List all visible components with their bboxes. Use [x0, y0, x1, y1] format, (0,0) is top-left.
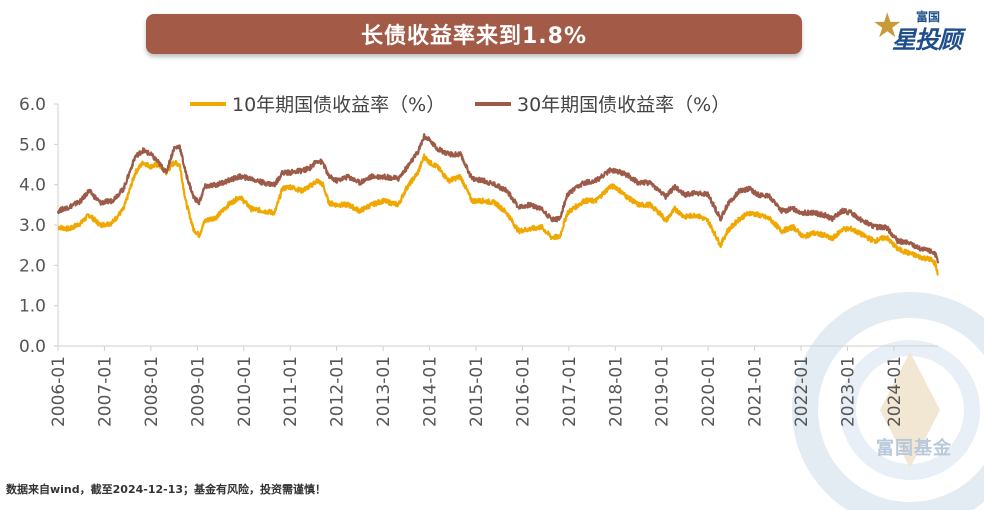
- source-footnote: 数据来自wind，截至2024-12-13；基金有风险，投资需谨慎！: [6, 483, 326, 496]
- x-axis: 2006-01 2007-01 2008-01 2009-01 2010-01 2011-…: [49, 345, 938, 427]
- legend-label: 10年期国债收益率（%）: [232, 94, 445, 116]
- x-tick-label: 2017-01: [560, 356, 580, 427]
- series-30y-line: [56, 133, 940, 264]
- x-tick-label: 2013-01: [374, 356, 394, 427]
- y-tick-label: 5.0: [19, 135, 46, 155]
- x-tick-label: 2023-01: [838, 356, 858, 427]
- x-tick-label: 2006-01: [49, 356, 69, 427]
- logo-small-text: 富国: [916, 10, 941, 24]
- star-icon: ★: [872, 6, 903, 46]
- chart-legend: 10年期国债收益率（%） 30年期国债收益率（%）: [190, 94, 730, 116]
- y-tick-label: 3.0: [19, 216, 46, 236]
- y-tick-label: 1.0: [19, 297, 46, 317]
- x-tick-label: 2010-01: [235, 356, 255, 427]
- x-tick-label: 2016-01: [513, 356, 533, 427]
- series-10y-line: [57, 153, 939, 276]
- page-title: 长债收益率来到1.8%: [360, 24, 588, 49]
- x-tick-label: 2018-01: [606, 356, 626, 427]
- title-banner: 长债收益率来到1.8%: [146, 14, 802, 54]
- x-tick-label: 2019-01: [653, 356, 673, 427]
- brand-logo: ★ 富国 星投顾: [872, 6, 978, 56]
- x-tick-label: 2015-01: [467, 356, 487, 427]
- x-tick-label: 2022-01: [792, 356, 812, 427]
- series-layer: [56, 133, 940, 276]
- x-tick-label: 2021-01: [746, 356, 766, 427]
- y-tick-label: 0.0: [19, 337, 46, 357]
- x-tick-label: 2012-01: [328, 356, 348, 427]
- x-tick-label: 2020-01: [699, 356, 719, 427]
- y-tick-label: 2.0: [19, 256, 46, 276]
- y-axis: 0.0 1.0 2.0 3.0 4.0 5.0 6.0: [19, 95, 59, 357]
- x-tick-label: 2007-01: [95, 356, 115, 427]
- y-tick-label: 6.0: [19, 95, 46, 115]
- watermark-text: 富国基金: [876, 438, 952, 459]
- x-tick-label: 2011-01: [281, 356, 301, 427]
- x-tick-label: 2008-01: [142, 356, 162, 427]
- logo-big-text: 星投顾: [892, 26, 962, 54]
- legend-label: 30年期国债收益率（%）: [517, 94, 730, 116]
- watermark-emblem-icon: [792, 292, 984, 510]
- x-tick-label: 2014-01: [421, 356, 441, 427]
- y-tick-label: 4.0: [19, 176, 46, 196]
- x-tick-label: 2024-01: [885, 356, 905, 427]
- x-tick-label: 2009-01: [188, 356, 208, 427]
